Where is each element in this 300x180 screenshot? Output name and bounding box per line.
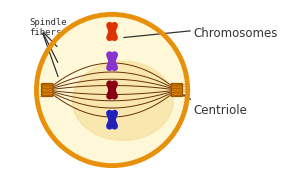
FancyBboxPatch shape xyxy=(42,84,53,96)
Text: Centriole: Centriole xyxy=(193,104,247,117)
Circle shape xyxy=(37,14,188,166)
FancyBboxPatch shape xyxy=(171,84,182,96)
Text: Chromosomes: Chromosomes xyxy=(193,27,278,40)
Ellipse shape xyxy=(73,61,173,140)
Text: Spindle
fibers: Spindle fibers xyxy=(29,18,67,37)
